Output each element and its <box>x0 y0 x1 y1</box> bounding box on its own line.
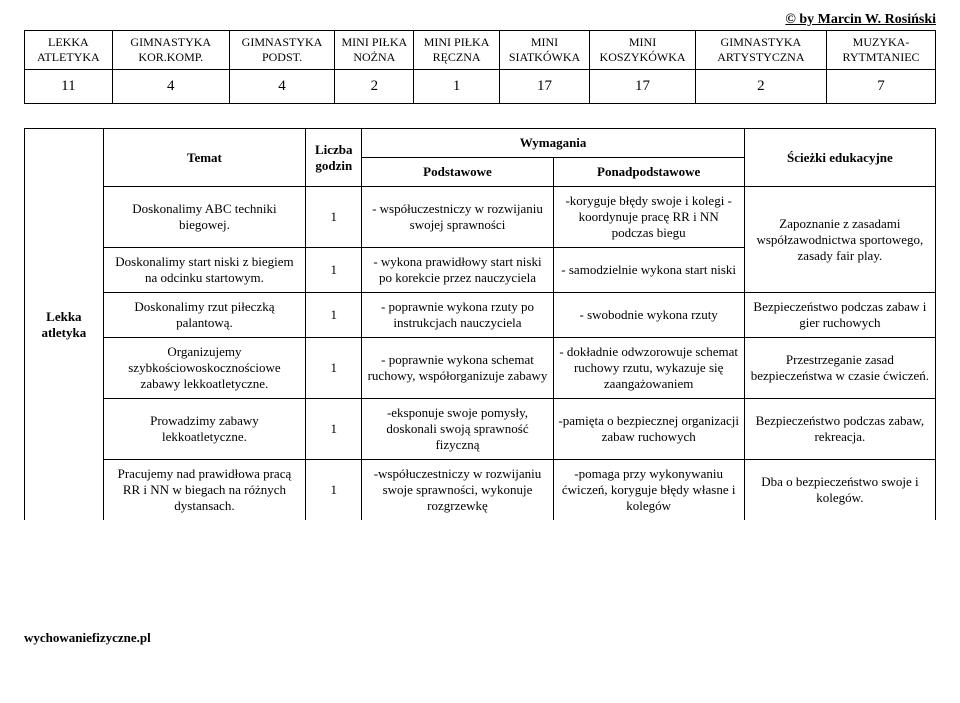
hdr-godzin: Liczba godzin <box>306 129 362 187</box>
cell-temat: Pracujemy nad prawidłowa pracą RR i NN w… <box>103 460 305 521</box>
hdr-ponad: Ponadpodstawowe <box>553 158 744 187</box>
cell-ponad: -pamięta o bezpiecznej organizacji zabaw… <box>553 399 744 460</box>
hdr-podst: Podstawowe <box>362 158 553 187</box>
summary-v7: 2 <box>695 70 826 104</box>
cell-podst: - poprawnie wykona schemat ruchowy, wspó… <box>362 338 553 399</box>
cell-sciez: Bezpieczeństwo podczas zabaw i gier ruch… <box>744 293 935 338</box>
main-header-row-1: Lekka atletyka Temat Liczba godzin Wymag… <box>25 129 936 158</box>
cell-temat: Prowadzimy zabawy lekkoatletyczne. <box>103 399 305 460</box>
side-label: Lekka atletyka <box>25 129 104 521</box>
table-row: Organizujemy szybkościowoskocznościowe z… <box>25 338 936 399</box>
summary-h2: GIMNASTYKA PODST. <box>229 31 334 70</box>
cell-temat: Doskonalimy start niski z biegiem na odc… <box>103 248 305 293</box>
cell-godz: 1 <box>306 187 362 248</box>
summary-h6: MINI KOSZYKÓWKA <box>590 31 695 70</box>
table-row: Doskonalimy ABC techniki biegowej. 1 - w… <box>25 187 936 248</box>
cell-podst: -eksponuje swoje pomysły, doskonali swoj… <box>362 399 553 460</box>
table-row: Doskonalimy rzut piłeczką palantową. 1 -… <box>25 293 936 338</box>
cell-sciez: Zapoznanie z zasadami współzawodnictwa s… <box>744 187 935 293</box>
summary-v4: 1 <box>414 70 499 104</box>
cell-podst: -współuczestniczy w rozwijaniu swoje spr… <box>362 460 553 521</box>
hdr-wymagania: Wymagania <box>362 129 744 158</box>
footer-text: wychowaniefizyczne.pl <box>24 630 936 646</box>
cell-ponad: -koryguje błędy swoje i kolegi -koordynu… <box>553 187 744 248</box>
summary-v3: 2 <box>335 70 414 104</box>
cell-ponad: - samodzielnie wykona start niski <box>553 248 744 293</box>
cell-podst: - współuczestniczy w rozwijaniu swojej s… <box>362 187 553 248</box>
cell-temat: Doskonalimy rzut piłeczką palantową. <box>103 293 305 338</box>
cell-podst: - poprawnie wykona rzuty po instrukcjach… <box>362 293 553 338</box>
table-row: Pracujemy nad prawidłowa pracą RR i NN w… <box>25 460 936 521</box>
summary-h0: LEKKA ATLETYKA <box>25 31 113 70</box>
summary-table: LEKKA ATLETYKA GIMNASTYKA KOR.KOMP. GIMN… <box>24 30 936 104</box>
summary-values-row: 11 4 4 2 1 17 17 2 7 <box>25 70 936 104</box>
cell-godz: 1 <box>306 293 362 338</box>
cell-temat: Doskonalimy ABC techniki biegowej. <box>103 187 305 248</box>
cell-temat: Organizujemy szybkościowoskocznościowe z… <box>103 338 305 399</box>
cell-godz: 1 <box>306 338 362 399</box>
summary-v5: 17 <box>499 70 590 104</box>
cell-podst: - wykona prawidłowy start niski po korek… <box>362 248 553 293</box>
summary-v2: 4 <box>229 70 334 104</box>
cell-sciez: Dba o bezpieczeństwo swoje i kolegów. <box>744 460 935 521</box>
summary-h8: MUZYKA-RYTMTANIEC <box>827 31 936 70</box>
summary-v6: 17 <box>590 70 695 104</box>
summary-h7: GIMNASTYKA ARTYSTYCZNA <box>695 31 826 70</box>
summary-v0: 11 <box>25 70 113 104</box>
cell-sciez: Przestrzeganie zasad bezpieczeństwa w cz… <box>744 338 935 399</box>
cell-godz: 1 <box>306 399 362 460</box>
summary-h4: MINI PIŁKA RĘCZNA <box>414 31 499 70</box>
cell-godz: 1 <box>306 460 362 521</box>
hdr-sciezki: Ścieżki edukacyjne <box>744 129 935 187</box>
summary-header-row: LEKKA ATLETYKA GIMNASTYKA KOR.KOMP. GIMN… <box>25 31 936 70</box>
table-row: Prowadzimy zabawy lekkoatletyczne. 1 -ek… <box>25 399 936 460</box>
summary-h5: MINI SIATKÓWKA <box>499 31 590 70</box>
curriculum-table: Lekka atletyka Temat Liczba godzin Wymag… <box>24 128 936 520</box>
cell-ponad: - dokładnie odwzorowuje schemat ruchowy … <box>553 338 744 399</box>
summary-h3: MINI PIŁKA NOŻNA <box>335 31 414 70</box>
author-line: © by Marcin W. Rosiński <box>24 12 936 28</box>
hdr-temat: Temat <box>103 129 305 187</box>
cell-godz: 1 <box>306 248 362 293</box>
cell-sciez: Bezpieczeństwo podczas zabaw, rekreacja. <box>744 399 935 460</box>
summary-h1: GIMNASTYKA KOR.KOMP. <box>112 31 229 70</box>
summary-v8: 7 <box>827 70 936 104</box>
cell-ponad: - swobodnie wykona rzuty <box>553 293 744 338</box>
summary-v1: 4 <box>112 70 229 104</box>
cell-ponad: -pomaga przy wykonywaniu ćwiczeń, korygu… <box>553 460 744 521</box>
